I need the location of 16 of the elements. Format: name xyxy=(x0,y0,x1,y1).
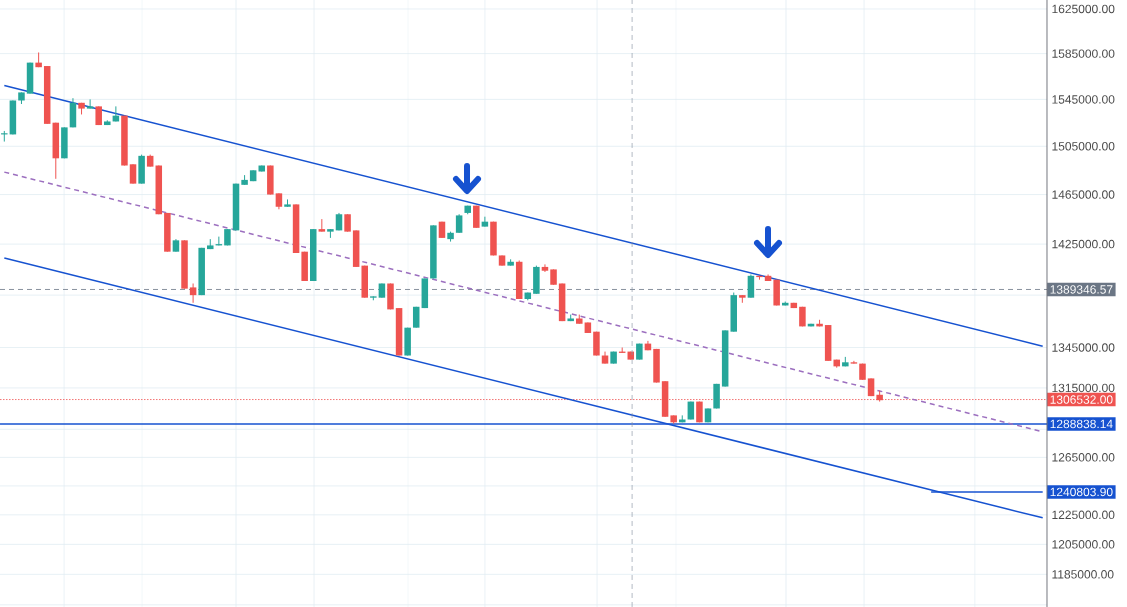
y-tick-label: 1465000.00 xyxy=(1052,190,1115,199)
ref-line-label: 1306532.00 xyxy=(1050,395,1113,404)
y-tick-label: 1205000.00 xyxy=(1052,540,1115,549)
y-tick-label: 1345000.00 xyxy=(1052,343,1115,352)
y-tick-label: 1265000.00 xyxy=(1052,453,1115,462)
text: 1240803.90 xyxy=(1050,487,1113,497)
y-tick-label: 1425000.00 xyxy=(1052,239,1115,249)
y-tick-label: 1585000.00 xyxy=(1052,49,1115,58)
y-tick-label: 1185000.00 xyxy=(1052,570,1114,579)
y-tick-label: 1315000.00 xyxy=(1052,383,1115,393)
ref-line-label: 1288838.14 xyxy=(1050,419,1113,429)
y-tick-label: 1545000.00 xyxy=(1052,95,1115,104)
y-tick-label: 1625000.00 xyxy=(1052,4,1115,14)
ref-line-label: 1389346.57 xyxy=(1050,285,1113,294)
y-tick-label: 1505000.00 xyxy=(1052,142,1115,151)
y-tick-label: 1225000.00 xyxy=(1052,510,1115,520)
